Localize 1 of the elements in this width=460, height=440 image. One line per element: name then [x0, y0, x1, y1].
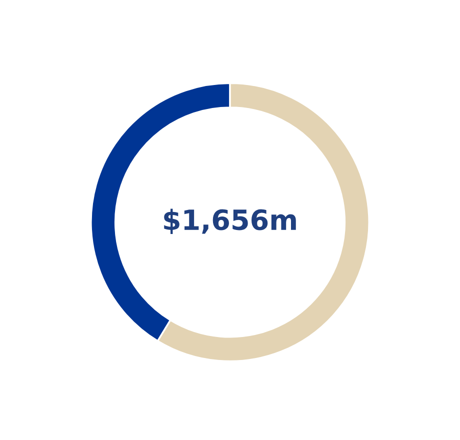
text: $1,656m: [164, 208, 296, 234]
